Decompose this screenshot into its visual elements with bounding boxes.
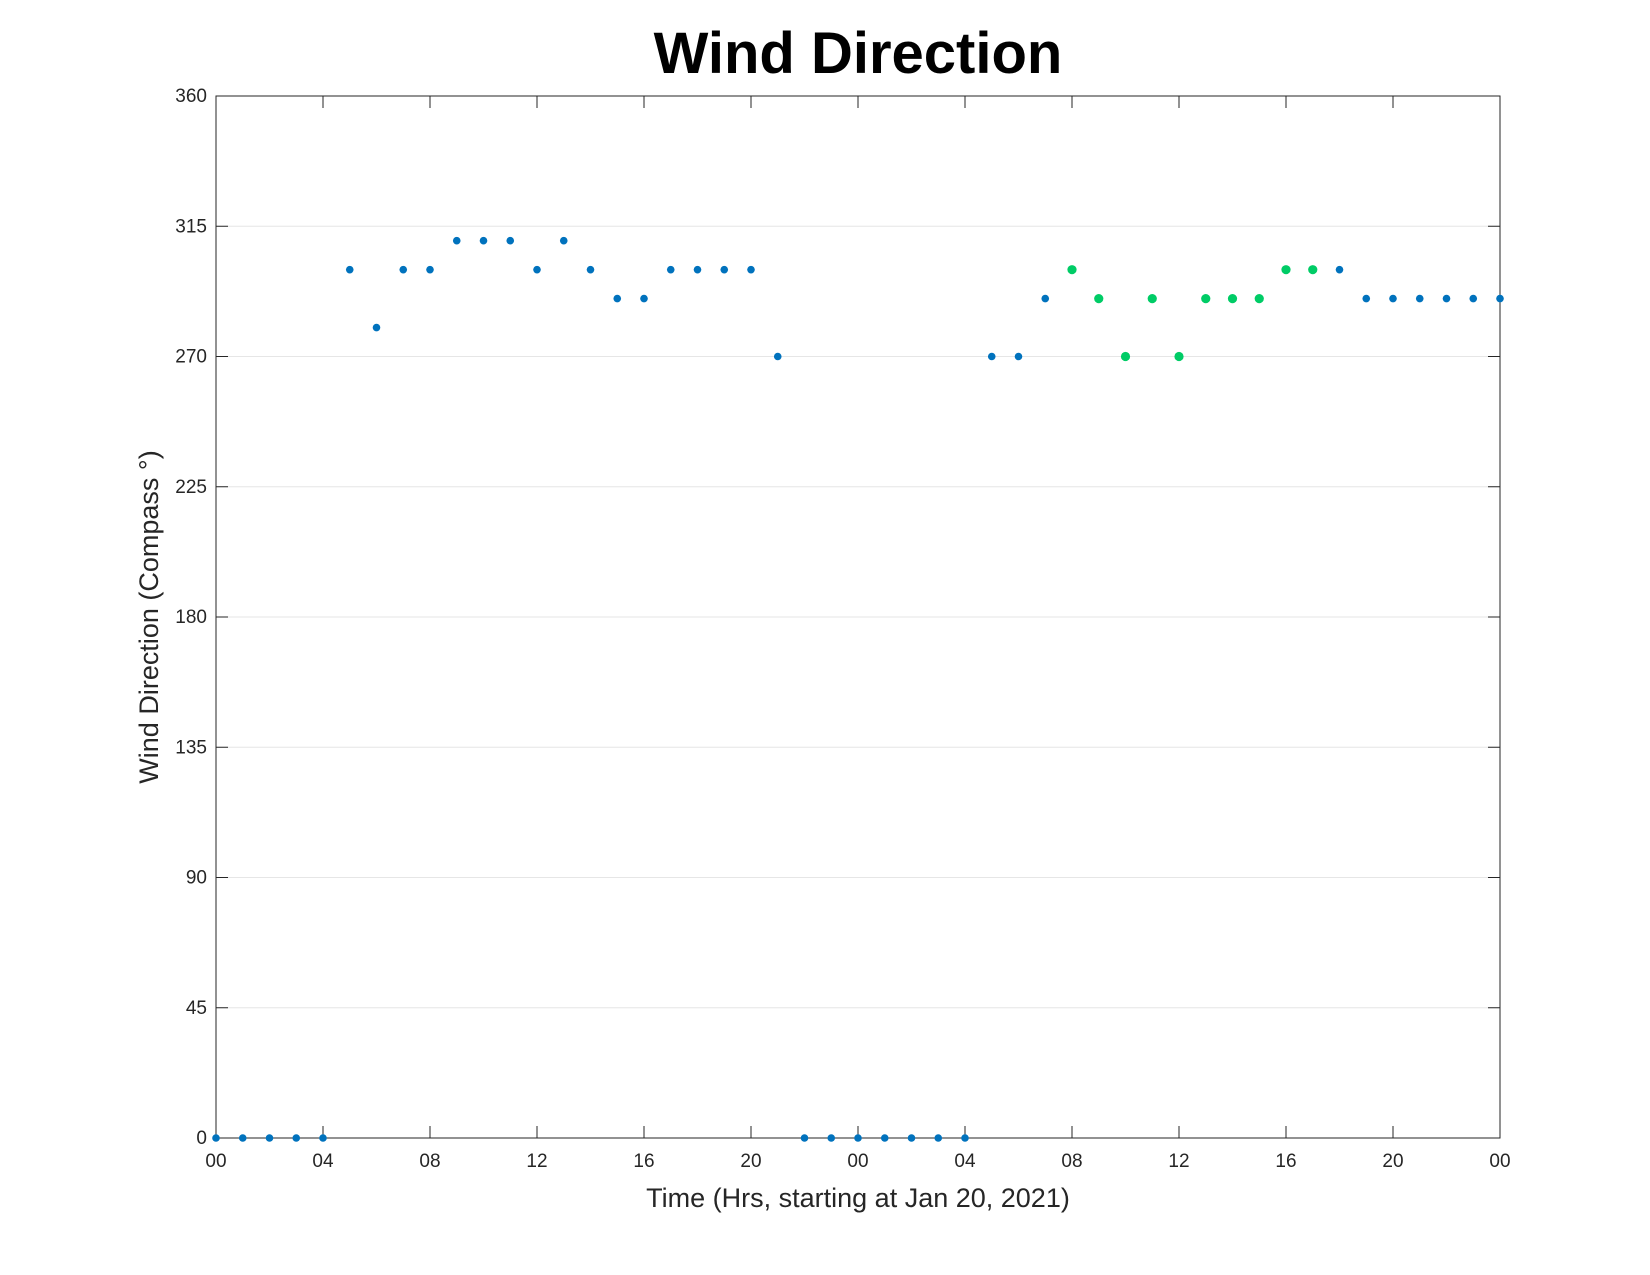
data-point — [426, 265, 434, 274]
data-point — [212, 1134, 220, 1142]
data-point — [854, 1134, 862, 1142]
x-tick-label: 00 — [205, 1151, 226, 1172]
data-point — [1041, 294, 1050, 303]
y-tick-label: 0 — [196, 1128, 207, 1149]
y-axis-label: Wind Direction (Compass °) — [134, 450, 164, 783]
x-tick-label: 20 — [1382, 1151, 1403, 1172]
data-point — [345, 265, 354, 274]
data-point — [640, 294, 648, 303]
y-tick-label: 270 — [175, 347, 207, 368]
axis-ticks — [215, 95, 1501, 1139]
x-axis-label: Time (Hrs, starting at Jan 20, 2021) — [646, 1183, 1070, 1213]
data-point — [987, 352, 996, 361]
data-point — [319, 1134, 327, 1142]
data-point — [961, 1134, 969, 1142]
x-tick-label: 16 — [633, 1151, 654, 1172]
data-point — [747, 265, 755, 274]
data-point — [1335, 265, 1344, 274]
data-point — [1442, 294, 1451, 303]
y-tick-label: 135 — [175, 737, 207, 758]
data-point — [372, 323, 381, 332]
x-tick-label: 08 — [1061, 1151, 1082, 1172]
data-point — [1120, 351, 1131, 362]
x-tick-label: 00 — [847, 1151, 868, 1172]
x-tick-label: 00 — [1489, 1151, 1510, 1172]
data-point — [907, 1134, 916, 1142]
y-tick-label: 360 — [175, 86, 207, 107]
data-point — [1201, 294, 1211, 304]
data-point — [666, 265, 675, 274]
data-point — [800, 1134, 809, 1142]
data-point — [1254, 294, 1264, 304]
x-tick-label: 04 — [954, 1151, 976, 1172]
data-points — [212, 236, 1504, 1142]
x-tick-labels: 00 04 08 12 16 20 00 04 08 12 16 20 00 — [205, 1151, 1510, 1172]
data-point — [1496, 294, 1504, 303]
y-tick-label: 315 — [175, 216, 207, 237]
data-point — [1174, 351, 1184, 362]
data-point — [613, 294, 622, 303]
data-point — [452, 236, 461, 245]
data-point — [934, 1134, 943, 1142]
data-point — [506, 236, 515, 245]
x-tick-label: 08 — [419, 1151, 440, 1172]
x-tick-label: 16 — [1275, 1151, 1296, 1172]
data-point — [1308, 265, 1318, 275]
data-point — [1415, 294, 1424, 303]
x-tick-label: 20 — [740, 1151, 761, 1172]
data-point — [238, 1134, 247, 1142]
y-tick-labels: 0 45 90 135 180 225 270 315 360 — [175, 86, 207, 1149]
data-point — [720, 265, 729, 274]
gridlines — [216, 225, 1500, 1009]
data-point — [880, 1134, 889, 1142]
data-point — [773, 352, 782, 361]
data-point — [292, 1134, 301, 1142]
data-point — [1227, 294, 1238, 304]
data-point — [399, 265, 408, 274]
data-point — [1281, 265, 1291, 275]
data-point — [693, 265, 702, 274]
data-point — [1362, 294, 1371, 303]
data-point — [1067, 265, 1077, 275]
x-tick-label: 12 — [1168, 1151, 1189, 1172]
data-point — [827, 1134, 836, 1142]
x-tick-label: 12 — [526, 1151, 547, 1172]
data-point — [533, 265, 541, 274]
data-point — [1094, 294, 1104, 304]
data-point — [1389, 294, 1397, 303]
data-point — [1014, 352, 1023, 361]
y-tick-label: 225 — [175, 477, 207, 498]
y-tick-label: 90 — [186, 868, 207, 889]
series-0 — [212, 236, 1504, 1142]
y-tick-label: 180 — [175, 607, 207, 628]
data-point — [1147, 294, 1157, 304]
y-tick-label: 45 — [186, 998, 207, 1019]
data-point — [265, 1134, 274, 1142]
chart-title: Wind Direction — [654, 21, 1063, 86]
data-point — [586, 265, 595, 274]
data-point — [1469, 294, 1478, 303]
data-point — [479, 236, 488, 245]
data-point — [559, 236, 568, 245]
x-tick-label: 04 — [312, 1151, 334, 1172]
series-1 — [1067, 265, 1318, 362]
